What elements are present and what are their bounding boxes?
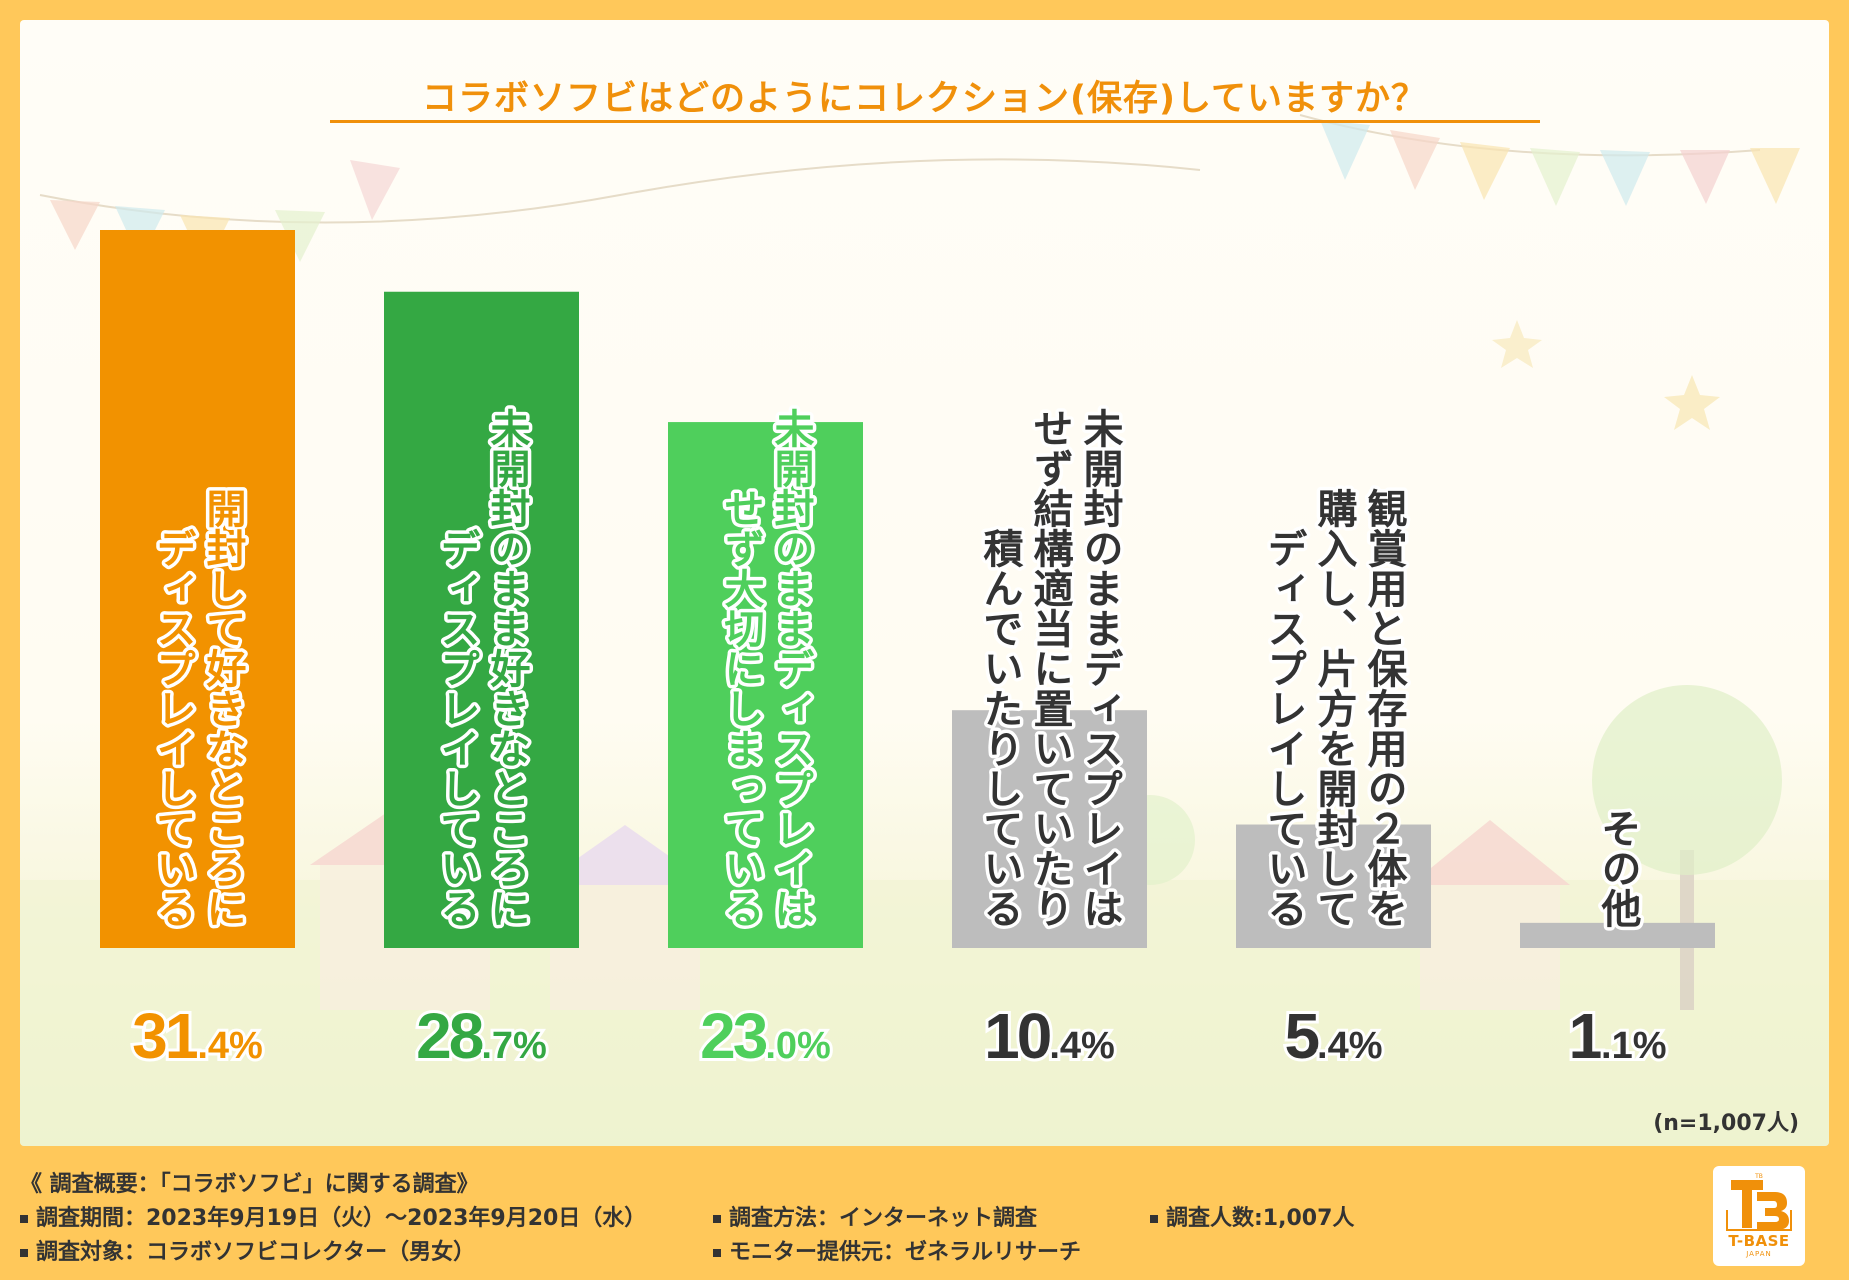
bar-label-3-line-2: せず大切にしまっている bbox=[718, 488, 765, 928]
value-label-3: 23.0% bbox=[700, 1000, 831, 1072]
bar-3 bbox=[668, 422, 863, 949]
survey-summary: 《 調査概要：「コラボソフビ」に関する調査》 bbox=[20, 1172, 479, 1197]
value-label-5: 5.4% bbox=[1284, 1000, 1382, 1072]
bar-label-5-line-3: ディスプレイしている bbox=[1261, 528, 1307, 928]
bar-label-5-line-2: 購入し、片方を開封して bbox=[1311, 488, 1358, 928]
bar-label-4-line-1: 未開封のままディスプレイは bbox=[1077, 408, 1124, 928]
bar-label-4-line-2: せず結構適当に置いていたり bbox=[1027, 408, 1074, 928]
value-label-6: 1.1% bbox=[1568, 1000, 1666, 1072]
survey-method: 調査方法：インターネット調査 bbox=[729, 1206, 1038, 1231]
chart-title: コラボソフビはどのようにコレクション(保存)していますか？ bbox=[422, 79, 1427, 119]
bar-chart: 開封して好きなところにディスプレイしている31.4%未開封のまま好きなところにデ… bbox=[100, 230, 1715, 1075]
logo-text: T-BASE bbox=[1728, 1232, 1790, 1250]
survey-respondents: 調査人数:1,007人 bbox=[1166, 1206, 1355, 1231]
bar-4 bbox=[952, 710, 1147, 948]
bar-5 bbox=[1236, 824, 1431, 948]
survey-period-row: 調査期間：2023年9月19日（火）～2023年9月20日（水） bbox=[20, 1200, 646, 1232]
bar-2 bbox=[384, 291, 579, 948]
bar-label-1-line-2: ディスプレイしている bbox=[150, 528, 196, 928]
bar-label-2-line-1: 未開封のまま好きなところに bbox=[484, 408, 532, 928]
chart-panel: コラボソフビはどのようにコレクション(保存)していますか？ 開封して好きなところ… bbox=[20, 20, 1829, 1146]
survey-method-row: 調査方法：インターネット調査 bbox=[713, 1200, 1037, 1232]
sample-size-note: (n=1,007人) bbox=[1653, 1111, 1799, 1136]
svg-text:TB: TB bbox=[1754, 1173, 1763, 1180]
bar-label-3-line-1: 未開封のままディスプレイは bbox=[768, 408, 815, 928]
value-label-4: 10.4% bbox=[984, 1000, 1115, 1072]
bar-label-4-line-3: 積んでいたりしている bbox=[977, 528, 1024, 928]
survey-period: 調査期間：2023年9月19日（火）～2023年9月20日（水） bbox=[36, 1206, 647, 1231]
survey-provider: モニター提供元：ゼネラルリサーチ bbox=[729, 1240, 1082, 1265]
bar-label-2-line-2: ディスプレイしている bbox=[434, 528, 480, 928]
bullet-icon bbox=[713, 1215, 721, 1223]
value-label-2: 28.7% bbox=[416, 1000, 547, 1072]
bar-6 bbox=[1520, 922, 1715, 948]
survey-target: 調査対象：コラボソフビコレクター（男女） bbox=[36, 1240, 476, 1265]
bullet-icon bbox=[1150, 1215, 1158, 1223]
bullet-icon bbox=[713, 1249, 721, 1257]
survey-target-row: 調査対象：コラボソフビコレクター（男女） bbox=[20, 1234, 475, 1266]
bar-label-1-line-1: 開封して好きなところに bbox=[200, 488, 248, 928]
bullet-icon bbox=[20, 1215, 28, 1223]
bar-label-6-line-1: その他 bbox=[1595, 808, 1643, 928]
survey-respondents-row: 調査人数:1,007人 bbox=[1150, 1200, 1354, 1232]
title-underline bbox=[330, 120, 1540, 123]
tbase-logo: TB T-BASE JAPAN bbox=[1713, 1166, 1805, 1266]
bar-1 bbox=[100, 230, 295, 948]
bar-label-5-line-1: 観賞用と保存用の２体を bbox=[1361, 488, 1408, 928]
logo-subtext: JAPAN bbox=[1746, 1250, 1772, 1258]
tbase-logo-mark: TB bbox=[1726, 1173, 1792, 1231]
value-label-1: 31.4% bbox=[132, 1000, 263, 1072]
survey-footer: 《 調査概要：「コラボソフビ」に関する調査》 調査期間：2023年9月19日（火… bbox=[20, 1166, 1720, 1276]
survey-provider-row: モニター提供元：ゼネラルリサーチ bbox=[713, 1234, 1081, 1266]
bullet-icon bbox=[20, 1249, 28, 1257]
